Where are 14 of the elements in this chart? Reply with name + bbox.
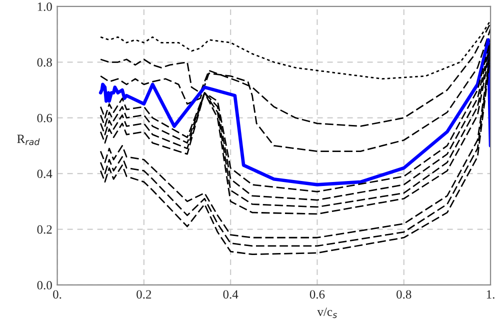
y-tick-label: 1.0 [38, 2, 52, 11]
y-axis-title: R$_{rad}$ [17, 134, 40, 146]
x-tick-label: 1. [486, 290, 494, 299]
y-tick-label: 0.4 [37, 170, 52, 178]
y-tick-label: 0.2 [37, 225, 52, 234]
x-tick-label: 0.8 [396, 290, 412, 299]
x-tick-label: 0.2 [136, 290, 152, 299]
x-axis-title: v/c$_{s}$ [317, 308, 337, 318]
x-tick-label: 0. [53, 290, 62, 299]
y-tick-label: 0.0 [37, 280, 52, 290]
y-tick-label: 0.6 [37, 114, 52, 122]
y-tick-label: 0.8 [37, 58, 52, 67]
x-tick-label: 0.4 [223, 290, 238, 299]
x-tick-label: 0.6 [310, 290, 325, 299]
